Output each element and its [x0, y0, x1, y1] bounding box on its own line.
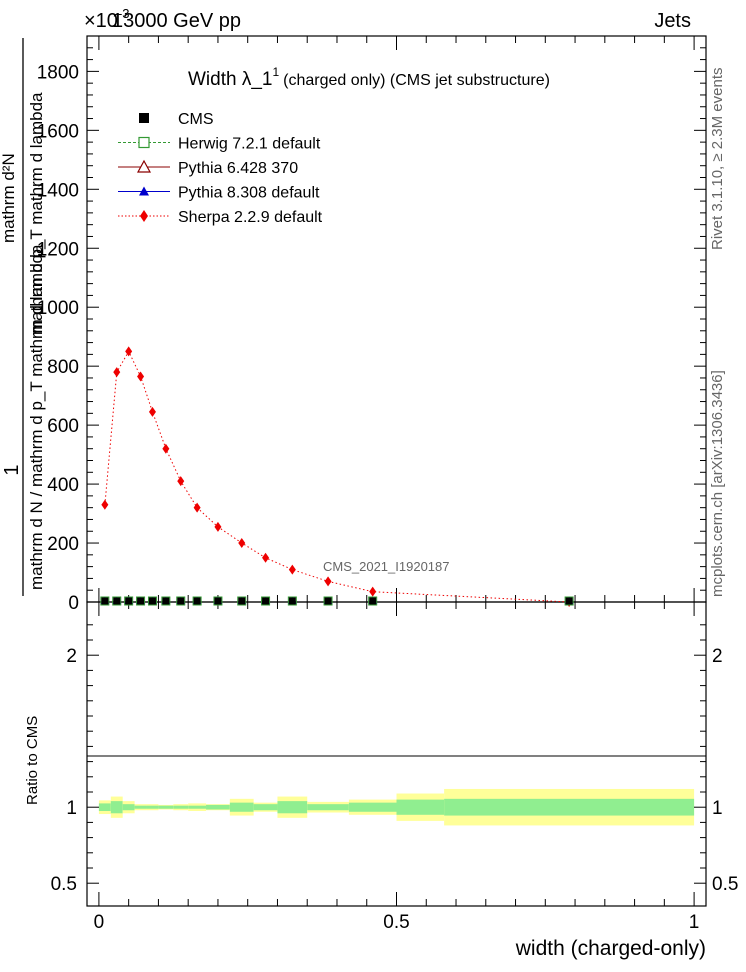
y-tick-label: 1200: [37, 239, 79, 260]
process-label: Jets: [654, 10, 691, 32]
sherpa-point: [214, 521, 222, 532]
cms-point: [262, 597, 270, 605]
analysis-id-label: CMS_2021_I1920187: [323, 559, 450, 574]
y-tick-label: 400: [47, 475, 79, 496]
ratio-y-tick-label: 1: [66, 798, 77, 819]
cms-point: [288, 597, 296, 605]
sherpa-point: [177, 476, 185, 487]
legend-label: Pythia 6.428 370: [178, 160, 298, 177]
y-tick-label: 1400: [37, 180, 79, 201]
ratio-y-tick-label-right: 0.5: [712, 874, 738, 895]
y-label-top: mathrm d²N: [0, 153, 18, 243]
y-tick-label: 200: [47, 534, 79, 555]
ratio-plot-frame: [86, 601, 707, 907]
legend-marker-cms: [139, 113, 149, 123]
y-tick-label: 1600: [37, 121, 79, 142]
sherpa-point: [113, 367, 121, 378]
cms-point: [113, 597, 121, 605]
main-axes: 0 200 400 600 800 1000 1200 1400 1600 1800: [37, 36, 706, 614]
x-axis-label: width (charged-only): [515, 937, 706, 960]
ratio-stat-band: [229, 802, 254, 812]
ratio-stat-band: [134, 805, 147, 809]
ratio-stat-band: [444, 798, 695, 816]
sherpa-point: [125, 346, 133, 357]
legend-marker-pythia8: [139, 186, 149, 196]
sherpa-point: [148, 406, 156, 417]
ratio-y-tick-label-right: 1: [712, 798, 723, 819]
ratio-stat-band: [396, 799, 445, 815]
y-tick-label: 600: [47, 416, 79, 437]
ratio-stat-band: [110, 801, 123, 814]
cms-point: [101, 597, 109, 605]
cms-point: [137, 597, 145, 605]
ratio-stat-band: [173, 805, 189, 809]
main-y-label: 1 mathrm d N / mathrm d p_T mathrm d lam…: [0, 38, 46, 596]
ratio-stat-band: [206, 804, 230, 810]
ratio-y-tick-label: 2: [66, 646, 77, 667]
legend-label: Herwig 7.2.1 default: [178, 136, 321, 153]
rivet-label: Rivet 3.1.10, ≥ 2.3M events: [709, 68, 726, 251]
cms-point: [324, 597, 332, 605]
sherpa-point: [262, 552, 270, 563]
y-tick-label: 1000: [37, 298, 79, 319]
ratio-stat-band: [307, 804, 349, 811]
x-tick-label: 0: [94, 912, 105, 933]
cms-point: [148, 597, 156, 605]
y-label-numerator: 1: [1, 464, 23, 475]
cms-point: [565, 597, 573, 605]
ratio-y-tick-label-right: 2: [712, 646, 723, 667]
x-tick-label: 1: [689, 912, 700, 933]
y-tick-label: 800: [47, 357, 79, 378]
y-label-top2: mathrm d p_T mathrm d lambda: [27, 92, 46, 335]
ratio-stat-band: [253, 804, 278, 811]
sherpa-point: [324, 576, 332, 587]
ratio-uncertainty-bands: [98, 788, 695, 826]
cms-point: [369, 597, 377, 605]
beam-label: 13000 GeV pp: [112, 10, 241, 32]
plot-title: Width λ_11 (charged only) (CMS jet substr…: [188, 65, 550, 90]
ratio-stat-band: [122, 804, 135, 811]
cms-point: [162, 597, 170, 605]
ratio-stat-band: [146, 805, 159, 809]
exponent-label: ×10-3: [84, 6, 130, 32]
x-tick-label: 0.5: [383, 912, 409, 933]
y-tick-label: 1800: [37, 62, 79, 83]
sherpa-point: [369, 586, 377, 597]
y-tick-label: 0: [68, 593, 79, 614]
ratio-stat-band: [277, 801, 308, 814]
legend-marker-pythia6: [136, 159, 152, 173]
legend-marker-herwig: [138, 136, 150, 149]
sherpa-point: [137, 371, 145, 382]
herwig-point: [124, 596, 134, 606]
sherpa-point: [238, 538, 246, 549]
legend-label: Sherpa 2.2.9 default: [178, 209, 323, 226]
ratio-y-label: Ratio to CMS: [24, 716, 41, 805]
ratio-stat-band: [348, 802, 397, 812]
mcplots-label: mcplots.cern.ch [arXiv:1306.3436]: [709, 370, 726, 597]
sherpa-point: [162, 443, 170, 454]
legend-label: CMS: [178, 111, 214, 128]
legend-marker-sherpa: [140, 210, 148, 222]
ratio-stat-band: [188, 805, 207, 809]
legend-label: Pythia 8.308 default: [178, 185, 320, 202]
main-series-layer: [100, 346, 574, 607]
sherpa-point: [193, 502, 201, 513]
ratio-stat-band: [98, 803, 111, 811]
ratio-stat-band: [158, 805, 174, 809]
cms-point: [193, 597, 201, 605]
y-label-denominator: mathrm d N / mathrm d p_T mathrm d lambd…: [27, 244, 46, 590]
legend: CMS Herwig 7.2.1 default Pythia 6.428 370 P…: [118, 111, 323, 226]
sherpa-point: [288, 564, 296, 575]
cms-point: [125, 597, 133, 605]
ratio-y-tick-label: 0.5: [51, 874, 77, 895]
cms-point: [214, 597, 222, 605]
ratio-axes: 0.5 0.5 1 1 2 2 0 0.5 1: [51, 602, 738, 933]
cms-point: [238, 597, 246, 605]
sherpa-point: [101, 499, 109, 510]
cms-point: [177, 597, 185, 605]
